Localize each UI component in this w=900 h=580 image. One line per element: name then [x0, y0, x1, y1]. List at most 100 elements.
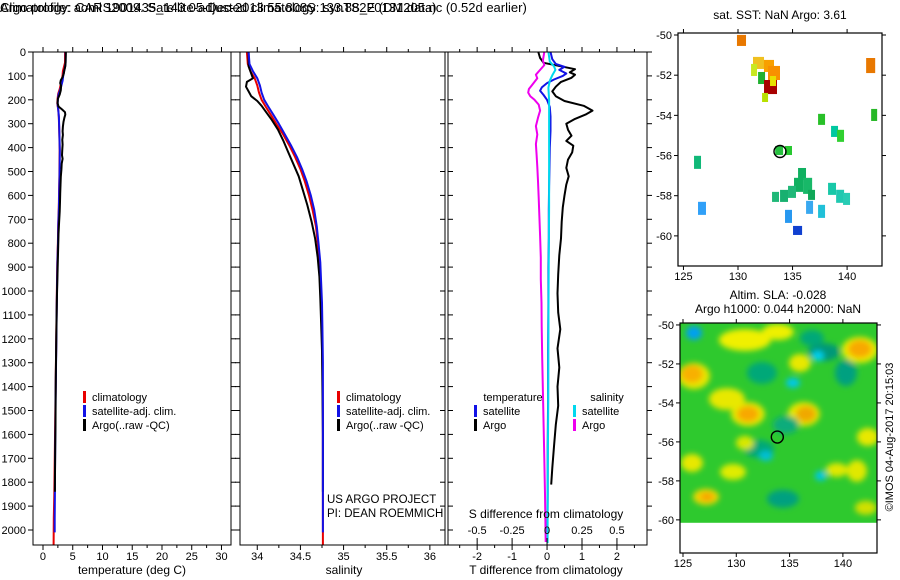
legend-swatch — [474, 419, 477, 431]
sst-cell — [837, 129, 845, 142]
sst-cell — [866, 58, 876, 74]
depth-tick-label: 1800 — [2, 477, 26, 489]
heat-blob — [847, 339, 872, 358]
header-line-1: Argo profile: aoml 1901435_143 05-Dec-20… — [0, 0, 437, 15]
heat-blob — [718, 329, 771, 351]
legend-swatch — [337, 391, 340, 403]
xlabel-temperature: temperature (deg C) — [77, 563, 187, 577]
sst-cell — [698, 201, 706, 215]
depth-tick-label: 1300 — [2, 358, 26, 370]
depth-tick-label: 400 — [8, 143, 26, 155]
legend-swatch — [337, 405, 340, 417]
map-x-tick-label: 135 — [783, 271, 801, 283]
sst-cell — [694, 155, 702, 169]
depth-tick-label: 1900 — [2, 501, 26, 513]
sst-cell — [818, 113, 826, 125]
depth-tick-label: 700 — [8, 214, 26, 226]
map-y-tick-label: -58 — [658, 476, 674, 488]
depth-tick-label: 1200 — [2, 334, 26, 346]
heat-blob — [719, 463, 746, 480]
heat-blob — [772, 415, 799, 434]
legend-label: Argo — [582, 420, 605, 432]
heat-blob — [788, 353, 811, 372]
x-tick-label: 36 — [424, 551, 436, 563]
heat-blob — [814, 470, 827, 481]
depth-tick-label: 2000 — [2, 525, 26, 537]
label-s-difference: S difference from climatology — [468, 507, 624, 521]
float-position-marker — [770, 430, 785, 444]
curve-s-argo — [527, 51, 547, 543]
depth-tick-label: 1500 — [2, 406, 26, 418]
s-tick-label: 0.25 — [571, 525, 592, 537]
legend-label: Argo — [483, 420, 506, 432]
curve-t-argo — [537, 51, 594, 485]
axes-frame — [444, 51, 648, 546]
heat-blob — [799, 330, 824, 347]
legend-group-title: temperature — [483, 392, 542, 404]
x-tick-label: 35 — [337, 551, 349, 563]
sst-cell — [794, 177, 804, 192]
x-tick-label: 30 — [215, 551, 227, 563]
sst-cell — [736, 34, 747, 46]
sla-map-title-line2: Argo h1000: 0.044 h2000: NaN — [694, 302, 862, 316]
map-x-tick-label: 130 — [727, 558, 745, 570]
map-sst_map: 125 130 135 140 -50 -52 -54 -56 -58 -60 — [656, 29, 886, 283]
legend-label: Argo(..raw -QC) — [346, 420, 424, 432]
depth-tick-label: 200 — [8, 95, 26, 107]
depth-tick-label: 300 — [8, 119, 26, 131]
x-tick-label: 35.5 — [376, 551, 397, 563]
map-frame — [677, 32, 883, 267]
sla-map-title-line1: Altim. SLA: -0.028 — [729, 288, 827, 302]
legend-label: climatology — [92, 392, 148, 404]
sst-cell — [775, 145, 784, 156]
map-x-tick-label: 140 — [834, 558, 852, 570]
legend-label: satellite-adj. clim. — [346, 406, 430, 418]
legend-swatch — [573, 419, 576, 431]
s-tick-label: 0 — [544, 525, 550, 537]
sst-cell — [806, 200, 814, 214]
x-tick-label: -2 — [472, 551, 482, 563]
heat-blob — [680, 365, 703, 384]
depth-tick-label: 1100 — [2, 310, 26, 322]
heat-blob — [795, 406, 816, 423]
xlabel-salinity: salinity — [325, 563, 363, 577]
depth-tick-label: 900 — [8, 262, 26, 274]
heat-blob — [785, 377, 800, 388]
heat-blob — [680, 453, 703, 472]
heat-blob — [746, 361, 777, 384]
sst-cell — [798, 167, 807, 181]
curve-s-satellite — [546, 51, 557, 544]
x-tick-label: 25 — [186, 551, 198, 563]
sst-cell — [785, 209, 792, 223]
sst-cell — [772, 191, 780, 202]
map-y-tick-label: -60 — [658, 515, 674, 527]
sst-cell — [808, 189, 816, 200]
depth-tick-label: 0 — [20, 47, 26, 59]
depth-tick-label: 800 — [8, 238, 26, 250]
x-tick-label: 0 — [40, 551, 46, 563]
sst-cell — [828, 182, 837, 195]
x-tick-label: 2 — [614, 551, 620, 563]
x-tick-label: -1 — [507, 551, 517, 563]
map-x-tick-label: 125 — [674, 558, 692, 570]
depth-tick-label: 1000 — [2, 286, 26, 298]
sst-cell — [785, 145, 792, 156]
legend-label: satellite — [582, 406, 619, 418]
float-position-marker — [773, 144, 787, 159]
map-x-tick-label: 135 — [780, 558, 798, 570]
sst-cell — [831, 125, 839, 137]
map-y-tick-label: -50 — [658, 320, 674, 332]
legend-swatch — [337, 419, 340, 431]
depth-tick-label: 1400 — [2, 382, 26, 394]
x-tick-label: 0 — [544, 551, 550, 563]
x-tick-label: 34 — [251, 551, 263, 563]
axes-frame — [32, 51, 232, 546]
x-tick-label: 20 — [156, 551, 168, 563]
map-x-tick-label: 125 — [674, 271, 692, 283]
map-frame — [679, 322, 878, 554]
map-sla_map: 125 130 135 140 -50 -52 -54 -56 -58 -60 — [658, 319, 881, 570]
heat-blob — [766, 489, 799, 508]
imos-watermark: ©IMOS 04-Aug-2017 20:15:03 — [884, 362, 896, 512]
depth-tick-label: 600 — [8, 190, 26, 202]
legend-group-title: salinity — [590, 392, 624, 404]
